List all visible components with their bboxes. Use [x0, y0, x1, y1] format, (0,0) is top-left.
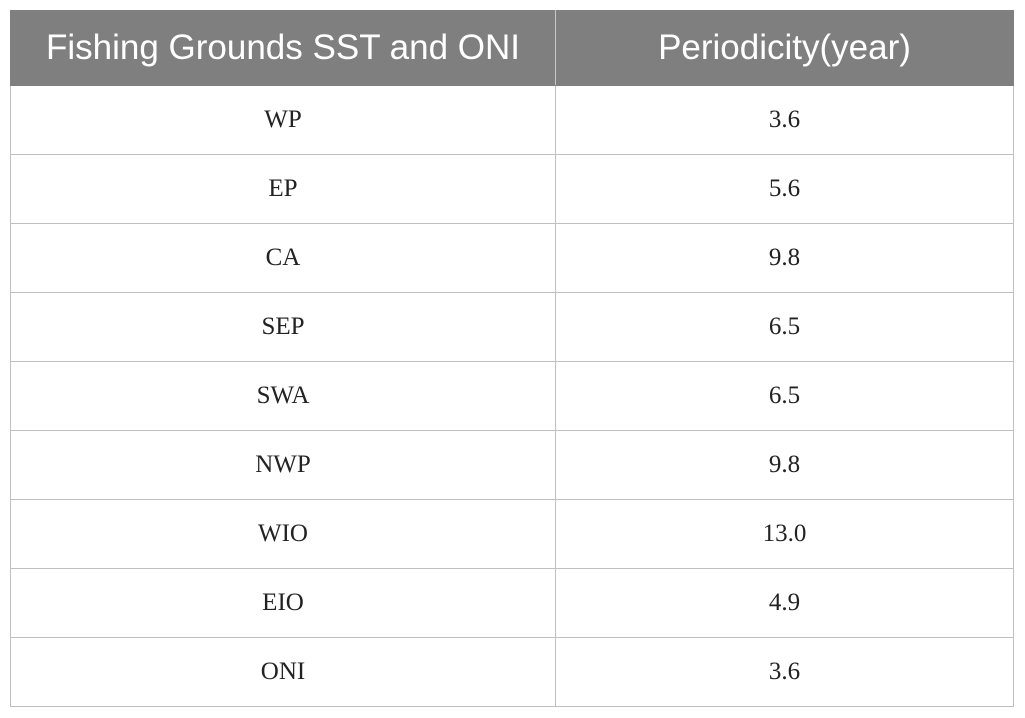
- table-row: ONI 3.6: [10, 637, 1014, 707]
- cell-region: EIO: [10, 568, 556, 638]
- cell-periodicity: 5.6: [555, 154, 1014, 224]
- table-row: SWA 6.5: [10, 361, 1014, 431]
- header-periodicity: Periodicity(year): [555, 10, 1014, 86]
- header-fishing-grounds: Fishing Grounds SST and ONI: [10, 10, 556, 86]
- cell-region: NWP: [10, 430, 556, 500]
- cell-region: CA: [10, 223, 556, 293]
- cell-region: SWA: [10, 361, 556, 431]
- cell-region: SEP: [10, 292, 556, 362]
- cell-region: WP: [10, 85, 556, 155]
- cell-periodicity: 6.5: [555, 361, 1014, 431]
- table-header: Fishing Grounds SST and ONI Periodicity(…: [10, 10, 1014, 86]
- table-row: EIO 4.9: [10, 568, 1014, 638]
- cell-region: WIO: [10, 499, 556, 569]
- table-row: WIO 13.0: [10, 499, 1014, 569]
- periodicity-table-container: Fishing Grounds SST and ONI Periodicity(…: [10, 10, 1014, 707]
- cell-region: ONI: [10, 637, 556, 707]
- table-row: WP 3.6: [10, 85, 1014, 155]
- cell-periodicity: 3.6: [555, 85, 1014, 155]
- cell-periodicity: 3.6: [555, 637, 1014, 707]
- periodicity-table: Fishing Grounds SST and ONI Periodicity(…: [10, 10, 1014, 707]
- cell-periodicity: 4.9: [555, 568, 1014, 638]
- cell-periodicity: 9.8: [555, 430, 1014, 500]
- cell-periodicity: 13.0: [555, 499, 1014, 569]
- table-body: WP 3.6 EP 5.6 CA 9.8 SEP 6.5 SWA 6.5 NWP…: [10, 85, 1014, 707]
- table-row: SEP 6.5: [10, 292, 1014, 362]
- table-row: CA 9.8: [10, 223, 1014, 293]
- table-row: NWP 9.8: [10, 430, 1014, 500]
- cell-periodicity: 9.8: [555, 223, 1014, 293]
- cell-region: EP: [10, 154, 556, 224]
- cell-periodicity: 6.5: [555, 292, 1014, 362]
- header-row: Fishing Grounds SST and ONI Periodicity(…: [10, 10, 1014, 86]
- table-row: EP 5.6: [10, 154, 1014, 224]
